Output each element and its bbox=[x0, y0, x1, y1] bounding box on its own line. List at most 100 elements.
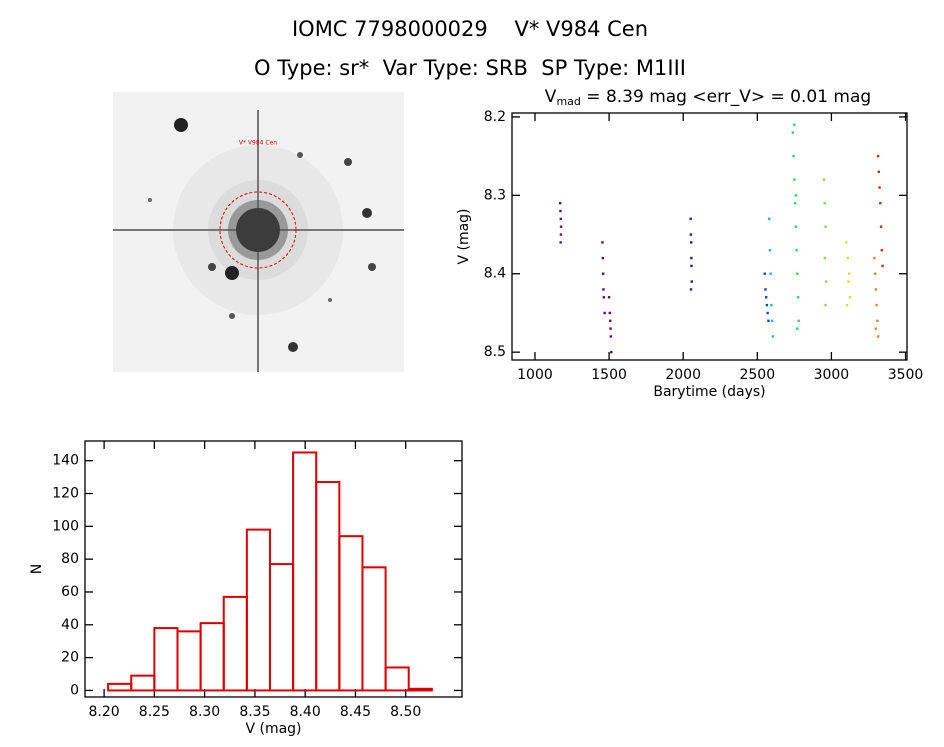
data-point bbox=[767, 319, 770, 322]
data-point bbox=[848, 296, 852, 299]
data-point bbox=[768, 249, 772, 252]
y-tick-label: 40 bbox=[61, 617, 79, 633]
scatter-title: Vmad = 8.39 mag <err_V> = 0.01 mag bbox=[545, 87, 871, 108]
data-point bbox=[601, 241, 604, 244]
data-point bbox=[766, 311, 769, 315]
data-point bbox=[794, 194, 798, 197]
data-point bbox=[879, 225, 883, 228]
histogram-bar bbox=[199, 622, 225, 692]
histogram-bar bbox=[107, 682, 133, 692]
data-point bbox=[771, 335, 775, 338]
data-point bbox=[793, 123, 796, 126]
x-tick-label: 2500 bbox=[739, 367, 775, 383]
data-point bbox=[845, 303, 849, 307]
data-point bbox=[689, 217, 692, 221]
data-point bbox=[770, 303, 773, 307]
figure-title: IOMC 7798000029 V* V984 Cen bbox=[292, 17, 648, 41]
data-point bbox=[823, 256, 826, 260]
data-point bbox=[689, 233, 693, 236]
histogram-bar bbox=[176, 630, 202, 692]
data-point bbox=[876, 319, 879, 322]
data-point bbox=[607, 296, 611, 299]
data-point bbox=[764, 296, 768, 299]
histogram-bar bbox=[268, 563, 295, 692]
plot-frame bbox=[511, 112, 908, 361]
data-point bbox=[690, 280, 693, 283]
data-point bbox=[878, 186, 881, 189]
title-part: V bbox=[545, 87, 557, 107]
histogram-bar bbox=[384, 666, 410, 692]
histogram-bar bbox=[130, 674, 156, 692]
data-point bbox=[876, 154, 880, 158]
data-point bbox=[770, 319, 774, 322]
data-point bbox=[880, 249, 884, 252]
y-axis-label: N bbox=[29, 564, 45, 574]
x-tick-label: 8.20 bbox=[89, 704, 120, 720]
data-point bbox=[847, 272, 851, 275]
data-point bbox=[824, 303, 827, 307]
data-point bbox=[689, 241, 693, 244]
data-point bbox=[609, 335, 613, 338]
data-point bbox=[689, 288, 693, 291]
x-tick-label: 3000 bbox=[814, 367, 850, 383]
data-point bbox=[823, 201, 826, 205]
data-point bbox=[559, 209, 562, 213]
x-tick-label: 1500 bbox=[591, 367, 627, 383]
data-point bbox=[873, 272, 877, 275]
data-point bbox=[797, 319, 801, 322]
data-point bbox=[846, 256, 849, 260]
data-point bbox=[764, 288, 767, 291]
data-point bbox=[769, 272, 772, 275]
data-point bbox=[793, 201, 797, 205]
y-tick-label: 20 bbox=[61, 650, 79, 666]
data-point bbox=[610, 350, 613, 354]
data-point bbox=[876, 335, 880, 338]
x-axis-label: V (mag) bbox=[245, 721, 301, 737]
data-point bbox=[822, 178, 826, 181]
data-point bbox=[690, 264, 693, 268]
data-point bbox=[609, 319, 612, 322]
data-point bbox=[877, 170, 881, 174]
histogram-bar bbox=[315, 481, 341, 692]
target-label: V* V984 Cen bbox=[239, 140, 277, 147]
histogram-bar bbox=[361, 566, 387, 692]
x-tick-label: 1000 bbox=[517, 367, 553, 383]
data-point bbox=[608, 311, 612, 315]
data-point bbox=[879, 201, 882, 205]
y-tick-label: 8.5 bbox=[484, 344, 506, 360]
y-tick-label: 8.4 bbox=[484, 266, 506, 282]
title-subscript: mad bbox=[556, 95, 580, 108]
data-point bbox=[793, 178, 796, 181]
data-point bbox=[559, 233, 563, 236]
histogram-bar bbox=[245, 528, 271, 692]
x-tick-label: 2000 bbox=[665, 367, 701, 383]
histogram-bar bbox=[338, 535, 364, 692]
data-point bbox=[791, 131, 795, 134]
data-point bbox=[690, 256, 693, 260]
data-point bbox=[881, 264, 884, 268]
data-point bbox=[794, 225, 798, 228]
x-tick-label: 8.50 bbox=[390, 704, 421, 720]
data-point bbox=[873, 256, 876, 260]
data-point bbox=[825, 280, 828, 283]
y-tick-label: 60 bbox=[61, 584, 79, 600]
data-point bbox=[603, 311, 606, 315]
figure-subtitle: O Type: sr* Var Type: SRB SP Type: M1III bbox=[254, 56, 686, 80]
y-tick-label: 0 bbox=[70, 682, 79, 698]
data-point bbox=[601, 256, 605, 260]
data-point bbox=[559, 217, 562, 221]
histogram-bar bbox=[407, 687, 433, 692]
y-axis-label: V (mag) bbox=[456, 208, 472, 264]
x-tick-label: 3500 bbox=[888, 367, 924, 383]
data-point bbox=[609, 327, 612, 330]
sky-image: V* V984 Cen bbox=[113, 92, 404, 372]
data-point bbox=[559, 241, 562, 244]
histogram-bar bbox=[222, 595, 248, 692]
histogram-bar bbox=[292, 451, 318, 692]
data-point bbox=[874, 327, 878, 330]
y-tick-label: 8.3 bbox=[484, 187, 506, 203]
data-point bbox=[796, 296, 800, 299]
data-point bbox=[763, 272, 766, 275]
data-point bbox=[845, 241, 848, 244]
